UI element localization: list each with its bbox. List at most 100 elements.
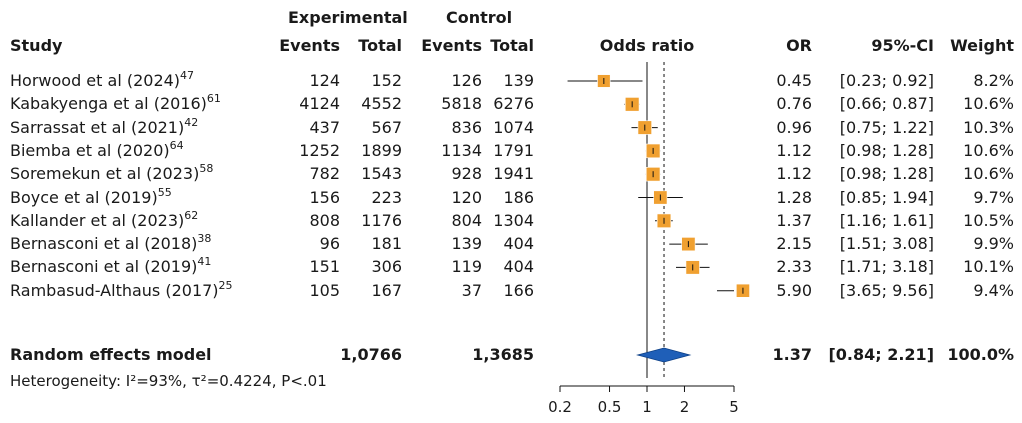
- study-or: 5.90: [776, 280, 812, 300]
- events-control: 37: [461, 280, 482, 300]
- events-control: 126: [451, 71, 482, 90]
- study-name: Kabakyenga et al (2016)61: [10, 92, 221, 114]
- col-total-exp-header: Total: [358, 36, 402, 55]
- total-control: 1791: [493, 140, 534, 160]
- col-ci-header: 95%-CI: [871, 36, 934, 55]
- reference-number: 61: [206, 92, 221, 106]
- events-experimental: 105: [309, 280, 340, 300]
- study-ci: [1.51; 3.08]: [839, 234, 934, 254]
- study-name: Rambasud-Althaus (2017)25: [10, 278, 233, 300]
- summary-total-exp: 1,0766: [340, 345, 402, 364]
- study-name: Biemba et al (2020)64: [10, 138, 184, 160]
- total-control: 1941: [493, 164, 534, 184]
- study-or: 2.33: [776, 257, 812, 277]
- study-weight: 10.6%: [963, 94, 1014, 114]
- group-experimental-header: Experimental: [288, 8, 408, 27]
- reference-number: 62: [184, 208, 199, 222]
- events-control: 804: [451, 210, 482, 230]
- study-ci: [1.71; 3.18]: [839, 257, 934, 277]
- study-weight: 9.4%: [973, 280, 1014, 300]
- study-weight: 8.2%: [973, 71, 1014, 90]
- study-or: 0.45: [776, 71, 812, 90]
- total-experimental: 567: [371, 117, 402, 137]
- x-axis-tick-label: 5: [729, 398, 739, 416]
- col-odds-ratio-header: Odds ratio: [599, 36, 695, 55]
- col-or-header: OR: [786, 36, 812, 55]
- total-experimental: 167: [371, 280, 402, 300]
- study-or: 1.12: [776, 164, 812, 184]
- study-or: 0.76: [776, 94, 812, 114]
- study-name: Bernasconi et al (2018)38: [10, 232, 212, 254]
- events-experimental: 124: [309, 71, 340, 90]
- events-control: 836: [451, 117, 482, 137]
- study-name: Sarrassat et al (2021)42: [10, 115, 199, 137]
- events-control: 139: [451, 234, 482, 254]
- reference-number: 41: [197, 255, 212, 269]
- reference-number: 47: [180, 69, 195, 82]
- study-ci: [0.98; 1.28]: [839, 164, 934, 184]
- x-axis-tick-label: 0.2: [548, 398, 572, 416]
- study-ci: [0.85; 1.94]: [839, 187, 934, 207]
- total-control: 404: [503, 257, 534, 277]
- reference-number: 55: [157, 185, 172, 199]
- x-axis-tick-label: 2: [680, 398, 690, 416]
- total-experimental: 4552: [361, 94, 402, 114]
- events-experimental: 1252: [299, 140, 340, 160]
- events-experimental: 4124: [299, 94, 340, 114]
- total-experimental: 1543: [361, 164, 402, 184]
- reference-number: 25: [218, 278, 233, 292]
- summary-label: Random effects model: [10, 345, 212, 364]
- study-ci: [0.98; 1.28]: [839, 140, 934, 160]
- events-control: 928: [451, 164, 482, 184]
- summary-or: 1.37: [772, 345, 812, 364]
- x-axis-tick-label: 1: [642, 398, 652, 416]
- heterogeneity-text: Heterogeneity: I²=93%, τ²=0.4224, P<.01: [10, 372, 327, 390]
- study-name: Horwood et al (2024)47: [10, 69, 195, 90]
- total-experimental: 306: [371, 257, 402, 277]
- study-or: 1.37: [776, 210, 812, 230]
- col-study-header: Study: [10, 36, 63, 55]
- reference-number: 58: [199, 162, 214, 176]
- events-experimental: 156: [309, 187, 340, 207]
- study-or: 2.15: [776, 234, 812, 254]
- study-ci: [3.65; 9.56]: [839, 280, 934, 300]
- col-events-exp-header: Events: [279, 36, 340, 55]
- study-weight: 9.9%: [973, 234, 1014, 254]
- study-weight: 10.3%: [963, 117, 1014, 137]
- study-or: 1.28: [776, 187, 812, 207]
- col-events-ctl-header: Events: [421, 36, 482, 55]
- study-weight: 10.5%: [963, 210, 1014, 230]
- study-name: Bernasconi et al (2019)41: [10, 255, 212, 277]
- study-ci: [0.23; 0.92]: [839, 71, 934, 90]
- pooled-diamond: [636, 347, 692, 363]
- group-control-header: Control: [446, 8, 513, 27]
- col-total-ctl-header: Total: [490, 36, 534, 55]
- total-control: 1304: [493, 210, 534, 230]
- summary-weight: 100.0%: [947, 345, 1014, 364]
- x-axis-tick-label: 0.5: [598, 398, 622, 416]
- events-experimental: 96: [319, 234, 340, 254]
- study-ci: [0.66; 0.87]: [839, 94, 934, 114]
- reference-number: 64: [169, 138, 184, 152]
- events-experimental: 808: [309, 210, 340, 230]
- total-control: 139: [503, 71, 534, 90]
- total-control: 1074: [493, 117, 534, 137]
- total-experimental: 152: [371, 71, 402, 90]
- total-experimental: 181: [371, 234, 402, 254]
- study-name: Boyce et al (2019)55: [10, 185, 172, 207]
- events-control: 1134: [441, 140, 482, 160]
- events-control: 119: [451, 257, 482, 277]
- total-experimental: 1899: [361, 140, 402, 160]
- total-control: 404: [503, 234, 534, 254]
- study-weight: 9.7%: [973, 187, 1014, 207]
- study-name: Kallander et al (2023)62: [10, 208, 199, 230]
- study-ci: [1.16; 1.61]: [839, 210, 934, 230]
- reference-number: 42: [184, 115, 199, 129]
- events-experimental: 151: [309, 257, 340, 277]
- study-weight: 10.1%: [963, 257, 1014, 277]
- events-experimental: 437: [309, 117, 340, 137]
- study-weight: 10.6%: [963, 140, 1014, 160]
- total-experimental: 1176: [361, 210, 402, 230]
- events-experimental: 782: [309, 164, 340, 184]
- study-or: 0.96: [776, 117, 812, 137]
